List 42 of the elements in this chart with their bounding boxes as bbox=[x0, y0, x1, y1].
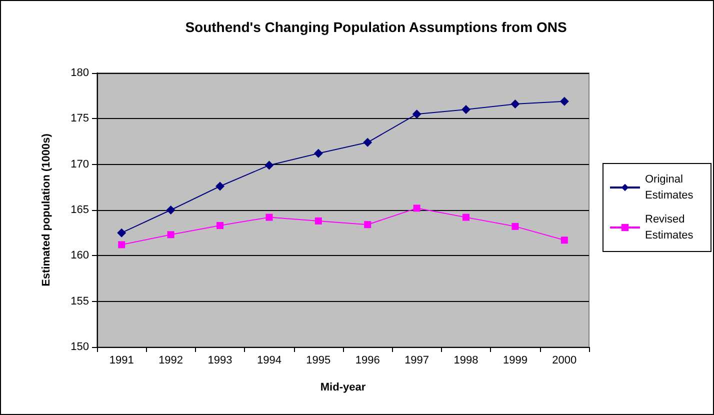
y-tick-label: 150 bbox=[70, 341, 89, 353]
point bbox=[364, 221, 372, 228]
x-tick-label: 1991 bbox=[109, 354, 134, 366]
legend-label: Original Estimates bbox=[645, 174, 694, 202]
point bbox=[412, 110, 422, 119]
point bbox=[314, 148, 323, 158]
x-tick-label: 1993 bbox=[208, 354, 232, 366]
point bbox=[118, 241, 126, 248]
point bbox=[363, 138, 372, 147]
legend-label: Revised Estimates bbox=[645, 214, 694, 242]
x-axis-title: Mid-year bbox=[320, 382, 366, 394]
point bbox=[266, 214, 273, 221]
point bbox=[264, 160, 274, 170]
x-tick-label: 1994 bbox=[256, 354, 282, 366]
y-tick-label: 165 bbox=[70, 204, 89, 216]
point bbox=[462, 105, 470, 114]
point bbox=[167, 231, 174, 238]
point bbox=[166, 206, 176, 214]
point bbox=[462, 214, 470, 221]
x-tick-label: 1998 bbox=[454, 354, 478, 366]
x-tick-label: 1999 bbox=[502, 354, 528, 366]
point bbox=[117, 228, 126, 238]
point bbox=[510, 100, 520, 109]
chart-title: Southend's Changing Population Assumptions from ONS bbox=[185, 19, 567, 35]
y-tick-label: 155 bbox=[70, 295, 89, 308]
point bbox=[314, 217, 322, 224]
y-tick-label: 160 bbox=[70, 250, 89, 262]
point bbox=[216, 182, 224, 191]
y-axis-title: Estimated population (1000s) bbox=[40, 133, 52, 286]
y-tick-label: 170 bbox=[70, 158, 89, 170]
x-tick-label: 1997 bbox=[404, 354, 430, 366]
point bbox=[560, 96, 569, 106]
y-tick-label: 175 bbox=[70, 112, 89, 125]
x-tick-label: 1995 bbox=[306, 354, 331, 366]
point bbox=[512, 222, 519, 230]
x-tick-label: 1992 bbox=[158, 354, 184, 366]
x-tick-label: 1996 bbox=[355, 354, 380, 366]
y-tick-label: 180 bbox=[70, 67, 89, 79]
point bbox=[216, 222, 224, 230]
x-tick-label: 2000 bbox=[552, 354, 577, 366]
point bbox=[560, 236, 568, 244]
point bbox=[413, 204, 420, 212]
